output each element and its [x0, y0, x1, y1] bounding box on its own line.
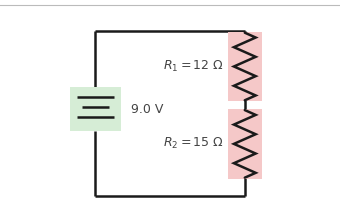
Text: 9.0 V: 9.0 V — [131, 102, 163, 116]
FancyBboxPatch shape — [228, 109, 262, 179]
Text: $R_2 = 15\ \Omega$: $R_2 = 15\ \Omega$ — [163, 136, 224, 152]
Text: $R_1 = 12\ \Omega$: $R_1 = 12\ \Omega$ — [163, 59, 224, 74]
FancyBboxPatch shape — [70, 87, 121, 131]
FancyBboxPatch shape — [228, 32, 262, 101]
